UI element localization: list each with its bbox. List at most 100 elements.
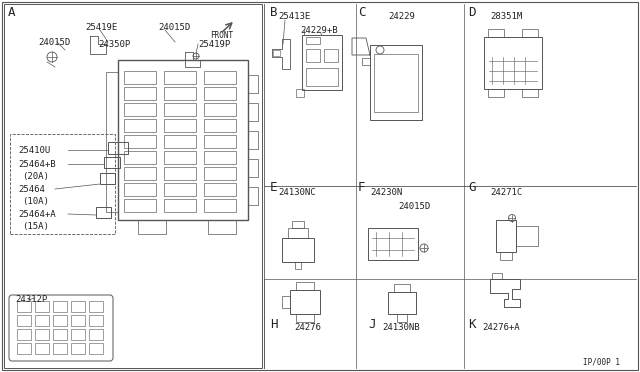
Text: C: C bbox=[358, 6, 365, 19]
Bar bbox=[17, 343, 31, 354]
Bar bbox=[488, 29, 504, 37]
Bar bbox=[374, 54, 418, 112]
Bar bbox=[138, 220, 166, 234]
Bar bbox=[306, 68, 338, 86]
Text: 25410U: 25410U bbox=[18, 145, 51, 154]
Bar bbox=[35, 329, 49, 340]
Bar bbox=[89, 329, 103, 340]
Text: 25464+A: 25464+A bbox=[18, 209, 56, 218]
Text: J: J bbox=[368, 318, 376, 331]
Bar bbox=[96, 207, 111, 218]
Bar bbox=[164, 183, 196, 196]
Bar bbox=[164, 151, 196, 164]
Text: 24312P: 24312P bbox=[15, 295, 47, 305]
Bar bbox=[164, 87, 196, 100]
Bar bbox=[288, 228, 308, 238]
Text: 24350P: 24350P bbox=[98, 39, 131, 48]
Text: F: F bbox=[358, 180, 365, 193]
Bar bbox=[100, 173, 115, 184]
Bar bbox=[164, 71, 196, 84]
Bar bbox=[484, 37, 542, 89]
Bar bbox=[295, 262, 301, 269]
Bar bbox=[306, 49, 320, 62]
Bar bbox=[388, 292, 416, 314]
Bar bbox=[53, 329, 67, 340]
Bar bbox=[204, 151, 236, 164]
Text: 24130NC: 24130NC bbox=[278, 187, 316, 196]
Text: 24130NB: 24130NB bbox=[382, 324, 420, 333]
Bar bbox=[296, 282, 314, 290]
Bar bbox=[17, 329, 31, 340]
Bar bbox=[516, 226, 538, 246]
Bar bbox=[89, 301, 103, 312]
Text: G: G bbox=[468, 180, 476, 193]
Bar bbox=[296, 89, 304, 97]
Bar bbox=[10, 134, 115, 234]
Text: 25464: 25464 bbox=[18, 185, 45, 193]
Bar bbox=[204, 87, 236, 100]
Bar bbox=[204, 103, 236, 116]
Bar bbox=[53, 343, 67, 354]
Text: 24229: 24229 bbox=[388, 12, 415, 20]
Bar bbox=[124, 119, 156, 132]
Bar bbox=[522, 29, 538, 37]
Bar bbox=[164, 167, 196, 180]
Bar bbox=[71, 301, 85, 312]
Bar bbox=[71, 315, 85, 326]
Bar bbox=[124, 199, 156, 212]
Bar bbox=[208, 220, 236, 234]
Bar bbox=[273, 50, 280, 56]
Text: 25464+B: 25464+B bbox=[18, 160, 56, 169]
Text: 24015D: 24015D bbox=[398, 202, 430, 211]
Bar bbox=[248, 131, 258, 149]
Bar bbox=[248, 187, 258, 205]
Text: (15A): (15A) bbox=[22, 221, 49, 231]
Bar bbox=[164, 103, 196, 116]
Bar bbox=[204, 119, 236, 132]
Bar bbox=[164, 135, 196, 148]
Bar bbox=[204, 135, 236, 148]
Text: FRONT: FRONT bbox=[210, 31, 233, 39]
Bar bbox=[89, 315, 103, 326]
Bar bbox=[204, 71, 236, 84]
Bar bbox=[124, 87, 156, 100]
Bar bbox=[306, 37, 320, 44]
Bar bbox=[89, 343, 103, 354]
Bar bbox=[500, 252, 512, 260]
Text: E: E bbox=[270, 180, 278, 193]
Bar bbox=[35, 301, 49, 312]
Bar bbox=[53, 315, 67, 326]
Text: K: K bbox=[468, 318, 476, 331]
Bar bbox=[124, 183, 156, 196]
Bar bbox=[397, 314, 407, 322]
Bar bbox=[35, 343, 49, 354]
Bar bbox=[164, 119, 196, 132]
Bar bbox=[496, 220, 516, 252]
Bar bbox=[248, 159, 258, 177]
Bar bbox=[204, 167, 236, 180]
Text: 24230N: 24230N bbox=[370, 187, 403, 196]
Bar bbox=[118, 60, 248, 220]
Text: 24276+A: 24276+A bbox=[482, 324, 520, 333]
Bar bbox=[324, 49, 338, 62]
Text: 24229+B: 24229+B bbox=[300, 26, 338, 35]
Bar bbox=[108, 142, 128, 154]
Bar bbox=[248, 75, 258, 93]
Text: 24015D: 24015D bbox=[38, 38, 70, 46]
Bar bbox=[4, 4, 262, 368]
Text: (10A): (10A) bbox=[22, 196, 49, 205]
Bar bbox=[296, 314, 314, 322]
Bar bbox=[282, 296, 290, 308]
Bar bbox=[124, 71, 156, 84]
Bar bbox=[106, 72, 118, 212]
Bar bbox=[492, 273, 502, 279]
Bar bbox=[204, 199, 236, 212]
Bar bbox=[71, 343, 85, 354]
Text: A: A bbox=[8, 6, 15, 19]
Text: 25419P: 25419P bbox=[198, 39, 230, 48]
Bar bbox=[290, 290, 320, 314]
Text: B: B bbox=[270, 6, 278, 19]
Text: IP/00P 1: IP/00P 1 bbox=[583, 357, 620, 366]
Bar bbox=[204, 183, 236, 196]
Text: D: D bbox=[468, 6, 476, 19]
